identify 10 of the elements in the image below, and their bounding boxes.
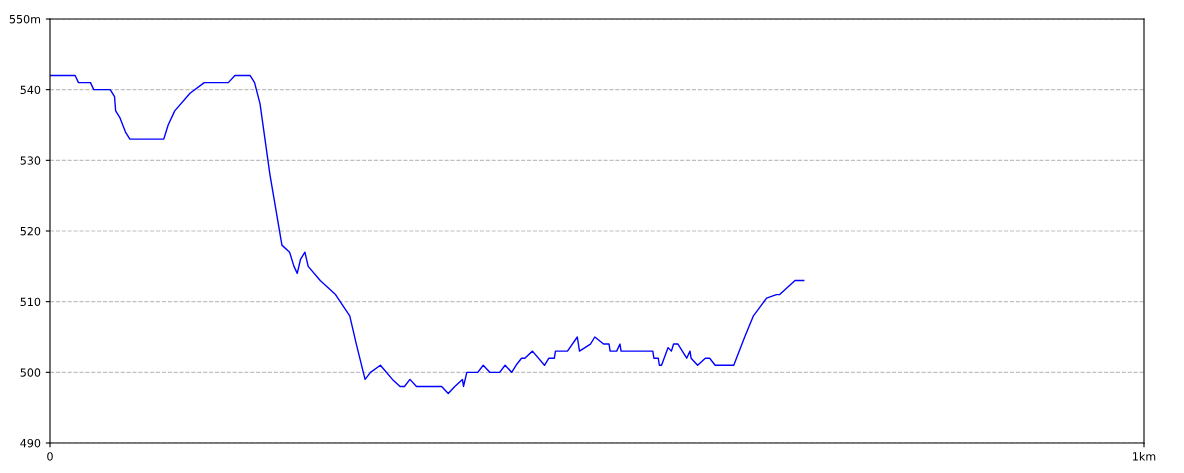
x-tick-label: 1km <box>1133 452 1156 461</box>
y-tick-label: 520 <box>20 226 41 236</box>
y-tick-label: 540 <box>20 85 41 95</box>
y-tick-label: 490 <box>20 438 41 448</box>
y-tick-label: 500 <box>20 368 41 377</box>
line-series <box>50 74 805 395</box>
x-tick-label: 0 <box>47 452 53 461</box>
y-tick-label: 510 <box>20 297 41 307</box>
y-tick-label: 550m <box>9 14 41 24</box>
y-tick-label: 530 <box>20 156 41 165</box>
